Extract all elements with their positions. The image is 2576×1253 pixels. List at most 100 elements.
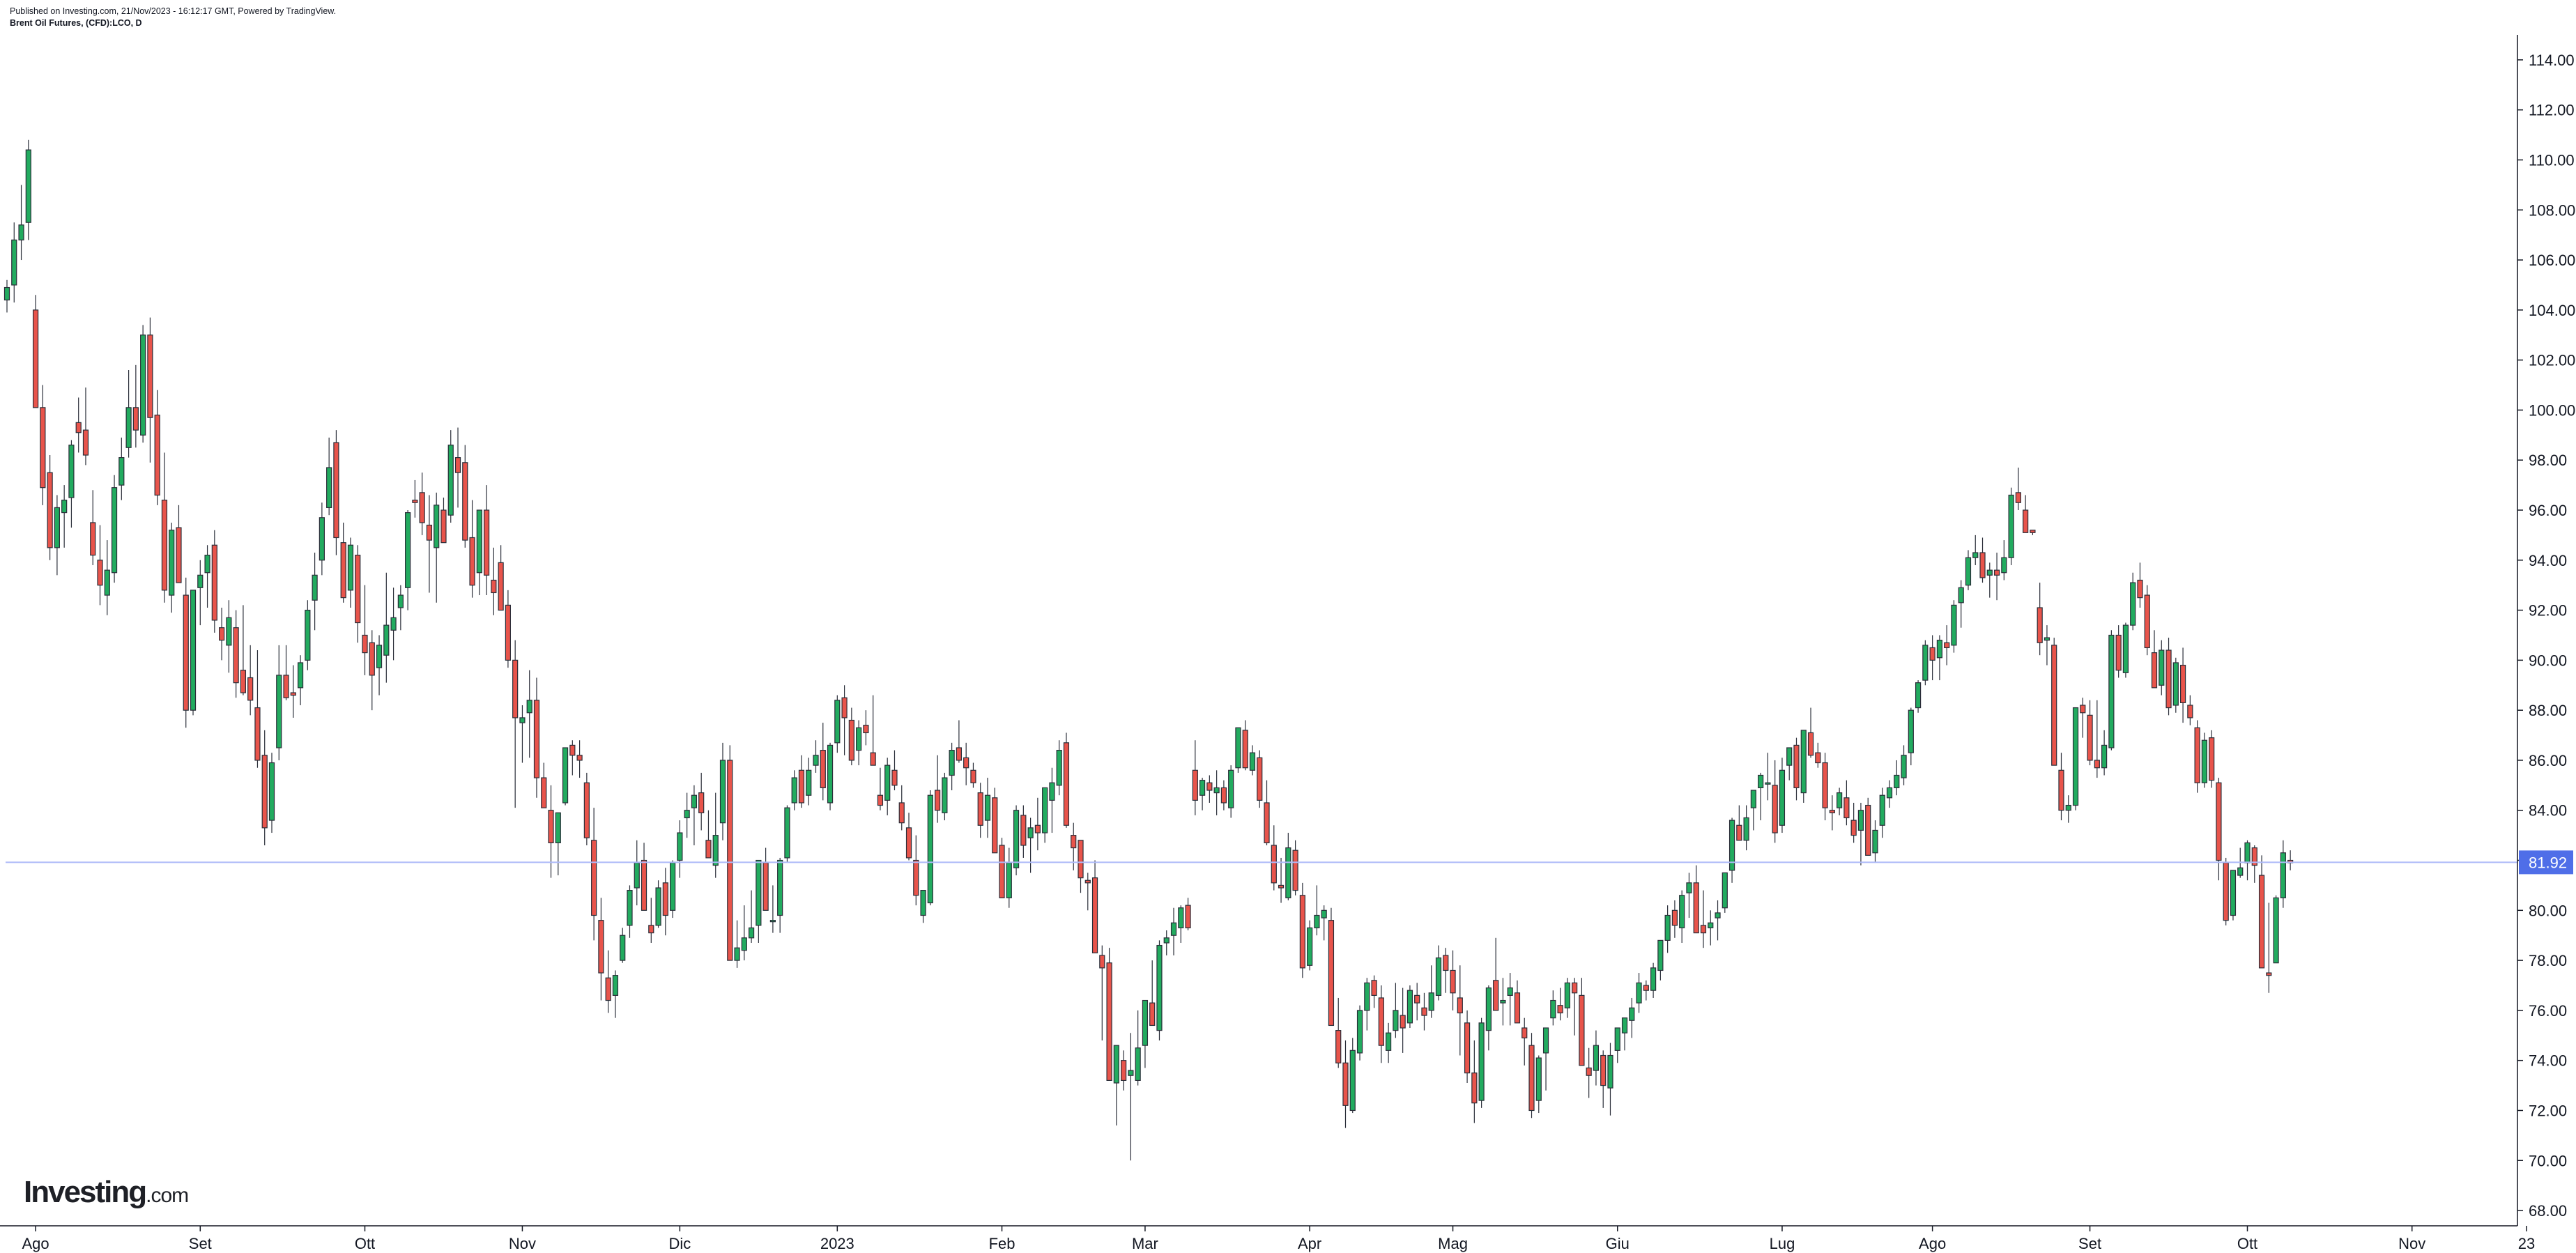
- candle: [1020, 805, 1027, 858]
- candle: [2258, 855, 2265, 969]
- candle: [2216, 778, 2222, 881]
- candle-body-up: [376, 645, 383, 668]
- candle-body-down: [219, 627, 225, 641]
- candle: [691, 785, 698, 845]
- candle: [82, 387, 89, 466]
- candle-body-up: [834, 700, 841, 744]
- candle: [1514, 980, 1521, 1024]
- candle-body-down: [283, 675, 289, 698]
- candle: [1292, 840, 1298, 895]
- candle: [2137, 562, 2143, 608]
- candle: [219, 607, 225, 661]
- candle-body-up: [1364, 982, 1370, 1011]
- candle: [905, 813, 912, 861]
- candle-body-down: [598, 920, 604, 974]
- candle-body-down: [605, 977, 611, 1001]
- candle-body-up: [2065, 804, 2071, 811]
- candle-body-up: [1743, 817, 1749, 841]
- candle-body-up: [169, 530, 175, 596]
- candle-body-up: [1986, 569, 1993, 576]
- candle: [1929, 635, 1935, 681]
- candle-body-up: [2230, 870, 2237, 916]
- candle-body-up: [1765, 782, 1771, 785]
- candle: [1478, 1017, 1485, 1108]
- candle-body-up: [2101, 744, 2108, 769]
- candle-body-down: [1149, 1002, 1156, 1027]
- candle: [1693, 865, 1699, 934]
- candle: [11, 222, 17, 303]
- candle: [1192, 740, 1198, 815]
- candle-body-down: [147, 335, 153, 418]
- y-axis[interactable]: 114.00 112.00 110.00 108.00 106.00 104.00 102.…: [2517, 52, 2575, 1220]
- candle: [447, 430, 454, 523]
- candle: [419, 472, 425, 535]
- logo-brand: Investing: [24, 1175, 147, 1209]
- candle-body-up: [1965, 557, 1972, 586]
- candle: [3, 279, 10, 313]
- candle: [820, 723, 826, 801]
- candle-body-up: [1901, 755, 1907, 778]
- candle-body-up: [1550, 999, 1556, 1019]
- candle-body-down: [863, 725, 869, 734]
- candle: [18, 185, 24, 261]
- candle: [1743, 805, 1749, 851]
- candle-body-up: [1650, 967, 1657, 991]
- candle: [283, 645, 289, 700]
- candle: [913, 835, 919, 906]
- candle-body-up: [1758, 774, 1764, 789]
- candle: [90, 490, 96, 565]
- candle: [297, 655, 304, 705]
- candle: [655, 880, 661, 928]
- candle: [569, 740, 576, 776]
- candle: [2209, 730, 2215, 788]
- candle-body-down: [970, 769, 976, 783]
- candle: [813, 740, 819, 773]
- candle: [1951, 600, 1957, 653]
- x-axis[interactable]: Ago Set Ott Nov Dic 2023 Feb Mar Apr Mag Giu Lug Ago…: [22, 1226, 2536, 1252]
- candle: [1335, 997, 1342, 1068]
- candle-body-down: [1521, 1027, 1528, 1038]
- candle-body-down: [698, 792, 705, 813]
- candle: [541, 762, 547, 808]
- candle-body-down: [1342, 1062, 1349, 1106]
- candle-body-down: [541, 777, 547, 808]
- candle: [340, 522, 346, 603]
- candle: [2108, 630, 2115, 751]
- candle-body-down: [90, 522, 96, 556]
- candle-body-down: [1993, 569, 2000, 576]
- candle-body-up: [1307, 927, 1313, 966]
- candle-body-up: [856, 727, 862, 751]
- candle-body-down: [1793, 744, 1800, 789]
- candle-body-down: [97, 560, 103, 586]
- candle-body-down: [1457, 997, 1463, 1014]
- candle: [1185, 898, 1191, 931]
- candle: [1708, 910, 1714, 946]
- candle: [1013, 805, 1020, 876]
- candle: [1342, 1040, 1349, 1128]
- candle: [1264, 780, 1270, 845]
- candle: [2051, 638, 2057, 766]
- candle-body-down: [1121, 1060, 1127, 1081]
- candle: [68, 440, 75, 528]
- candle: [2087, 700, 2093, 766]
- candle: [118, 437, 125, 500]
- candle-body-down: [369, 642, 375, 676]
- candle: [1557, 987, 1563, 1021]
- candle: [47, 455, 53, 560]
- candle: [290, 665, 296, 718]
- candle-body-up: [1249, 752, 1256, 771]
- candle-body-up: [920, 889, 926, 916]
- candle-body-down: [1528, 1045, 1535, 1112]
- candle-body-down: [2216, 782, 2222, 861]
- candle-body-up: [111, 487, 118, 574]
- candle-body-up: [1708, 922, 1714, 929]
- x-tick-label: 2023: [820, 1235, 854, 1252]
- candle-body-down: [2030, 530, 2036, 533]
- candle: [1386, 1022, 1392, 1063]
- candle: [240, 605, 247, 695]
- candle: [1750, 790, 1756, 831]
- candle-body-up: [1664, 914, 1671, 941]
- candle-body-up: [1393, 1010, 1399, 1031]
- candle: [1572, 978, 1578, 1036]
